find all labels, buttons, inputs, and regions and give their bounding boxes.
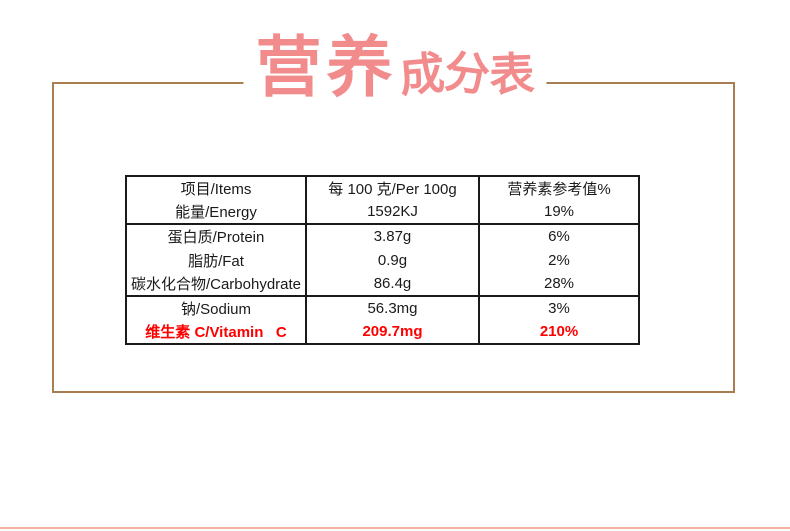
header-nrv: 营养素参考值% — [478, 176, 640, 200]
header-per100g: 每 100 克/Per 100g — [305, 176, 480, 200]
cell-value: 56.3mg — [305, 296, 480, 320]
cell-value: 3.87g — [305, 224, 480, 248]
cell-item: 能量/Energy — [125, 200, 307, 225]
cell-value: 0.9g — [305, 248, 480, 272]
page-title: 营养 成分表 — [243, 30, 547, 104]
table-row-fat: 脂肪/Fat 0.9g 2% — [125, 248, 640, 272]
table-row-vitamin-c: 维生素 C/Vitamin C 209.7mg 210% — [125, 320, 640, 344]
cell-item: 维生素 C/Vitamin C — [125, 320, 307, 344]
cell-nrv: 19% — [478, 200, 640, 225]
table-row-energy: 能量/Energy 1592KJ 19% — [125, 200, 640, 225]
cell-nrv: 2% — [478, 248, 640, 272]
table-row-protein: 蛋白质/Protein 3.87g 6% — [125, 224, 640, 248]
cell-nrv: 6% — [478, 224, 640, 248]
cell-item: 蛋白质/Protein — [125, 224, 307, 248]
table-header-row: 项目/Items 每 100 克/Per 100g 营养素参考值% — [125, 176, 640, 200]
cell-value: 1592KJ — [305, 200, 480, 225]
title-main-text: 营养 — [255, 30, 398, 104]
cell-nrv: 28% — [478, 272, 640, 297]
cell-item: 碳水化合物/Carbohydrate — [125, 272, 307, 297]
cell-nrv: 210% — [478, 320, 640, 344]
table-row-sodium: 钠/Sodium 56.3mg 3% — [125, 296, 640, 320]
title-sub-char: 分 — [441, 45, 493, 102]
cell-item: 脂肪/Fat — [125, 248, 307, 272]
title-sub-text: 成分表 — [397, 45, 536, 102]
cell-item: 钠/Sodium — [125, 296, 307, 320]
header-items: 项目/Items — [125, 176, 307, 200]
title-sub-char: 成 — [397, 47, 447, 102]
cell-value: 209.7mg — [305, 320, 480, 344]
cell-value: 86.4g — [305, 272, 480, 297]
table-row-carbohydrate: 碳水化合物/Carbohydrate 86.4g 28% — [125, 272, 640, 297]
bottom-divider-line — [0, 527, 790, 529]
cell-nrv: 3% — [478, 296, 640, 320]
title-sub-char: 表 — [488, 48, 536, 101]
nutrition-facts-table: 项目/Items 每 100 克/Per 100g 营养素参考值% 能量/Ene… — [125, 175, 640, 345]
